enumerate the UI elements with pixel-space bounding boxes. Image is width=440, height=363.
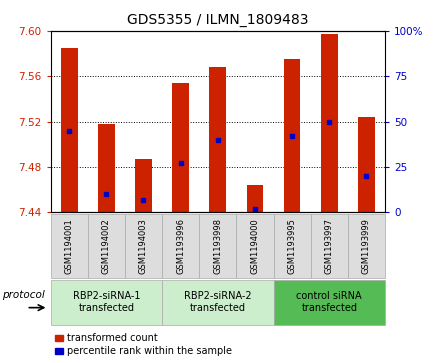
- Text: GSM1193999: GSM1193999: [362, 218, 371, 274]
- Text: GSM1194002: GSM1194002: [102, 218, 111, 274]
- Text: GSM1194000: GSM1194000: [250, 218, 260, 274]
- Text: RBP2-siRNA-2
transfected: RBP2-siRNA-2 transfected: [184, 291, 252, 313]
- Text: protocol: protocol: [2, 290, 45, 300]
- Bar: [98, 124, 115, 212]
- Bar: [284, 59, 301, 212]
- Text: GSM1193997: GSM1193997: [325, 218, 334, 274]
- Legend: transformed count, percentile rank within the sample: transformed count, percentile rank withi…: [55, 333, 232, 356]
- Text: control siRNA
transfected: control siRNA transfected: [297, 291, 362, 313]
- Bar: [321, 34, 337, 212]
- Text: RBP2-siRNA-1
transfected: RBP2-siRNA-1 transfected: [73, 291, 140, 313]
- Bar: [358, 117, 375, 212]
- Text: GSM1193998: GSM1193998: [213, 218, 222, 274]
- Text: GSM1193995: GSM1193995: [288, 218, 297, 274]
- Bar: [209, 67, 226, 212]
- Bar: [172, 83, 189, 212]
- Bar: [246, 185, 263, 212]
- Bar: [135, 159, 152, 212]
- Text: GSM1194003: GSM1194003: [139, 218, 148, 274]
- Bar: [61, 48, 77, 212]
- Text: GSM1193996: GSM1193996: [176, 218, 185, 274]
- Title: GDS5355 / ILMN_1809483: GDS5355 / ILMN_1809483: [127, 13, 308, 27]
- Text: GSM1194001: GSM1194001: [65, 218, 73, 274]
